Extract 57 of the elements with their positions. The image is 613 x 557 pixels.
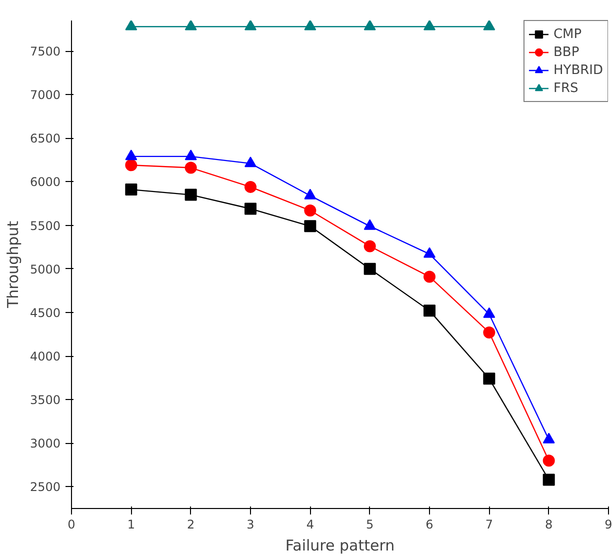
point: [364, 262, 376, 275]
y-axis-title: Throughput: [4, 220, 22, 310]
y-tick-label: 6000: [30, 175, 61, 190]
point: [542, 474, 555, 486]
point: [184, 162, 197, 174]
x-tick-label: 2: [187, 518, 195, 532]
x-tick-label: 0: [68, 518, 76, 532]
point: [125, 184, 138, 196]
point: [542, 454, 555, 467]
x-tick-label: 9: [604, 518, 612, 532]
legend-label: BBP: [553, 44, 580, 61]
point: [364, 240, 376, 252]
point: [304, 204, 316, 216]
x-tick-label: 3: [246, 518, 254, 532]
point: [364, 20, 376, 30]
point: [483, 372, 496, 385]
y-tick-label: 2500: [30, 480, 61, 494]
y-tick-label: 3500: [30, 393, 61, 408]
point: [424, 304, 436, 317]
x-tick-label: 4: [306, 518, 314, 532]
legend-label: CMP: [553, 26, 582, 43]
y-tick-label: 3000: [30, 436, 61, 451]
x-tick-label: 5: [366, 518, 374, 532]
point: [125, 150, 138, 160]
x-tick-label: 8: [545, 518, 553, 532]
point: [364, 219, 376, 230]
point: [483, 326, 496, 338]
y-tick-label: 4000: [30, 350, 61, 364]
point: [304, 20, 316, 30]
point: [424, 247, 436, 258]
point: [483, 307, 496, 318]
y-tick-label: 7500: [30, 44, 61, 58]
point: [184, 188, 197, 201]
point: [184, 20, 197, 30]
point: [304, 220, 316, 232]
point: [244, 202, 256, 215]
y-tick-label: 4500: [30, 306, 61, 320]
point: [184, 150, 197, 160]
y-tick-label: 6500: [30, 132, 61, 146]
point: [244, 180, 256, 193]
point: [244, 156, 256, 168]
x-tick-label: 7: [485, 518, 493, 532]
x-tick-label: 1: [127, 518, 135, 532]
point: [125, 20, 138, 30]
point: [483, 20, 496, 30]
point: [244, 20, 256, 30]
y-tick-label: 5000: [30, 262, 61, 276]
point: [424, 270, 436, 283]
y-tick-label: 7000: [30, 88, 61, 102]
legend-label: FRS: [553, 80, 578, 97]
point: [125, 159, 138, 172]
legend-label: HYBRID: [553, 62, 603, 79]
y-tick-label: 5500: [30, 218, 61, 233]
point: [424, 20, 436, 30]
x-axis-title: Failure pattern: [285, 536, 395, 554]
point: [304, 188, 316, 200]
x-tick-label: 6: [426, 518, 434, 532]
